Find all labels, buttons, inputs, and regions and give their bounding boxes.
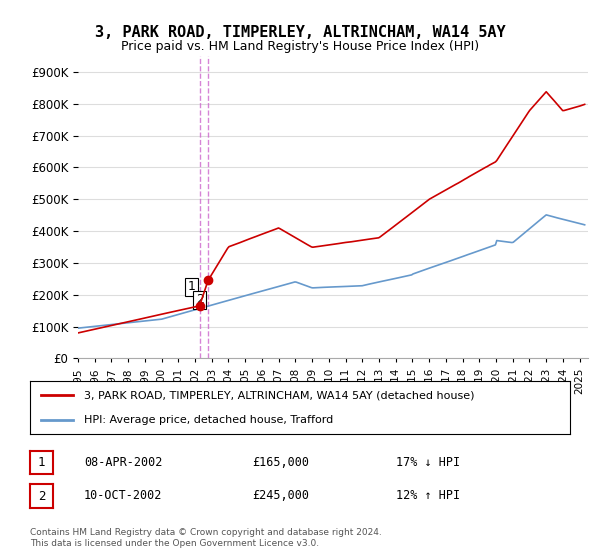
Text: 08-APR-2002: 08-APR-2002 [84, 455, 163, 469]
Text: This data is licensed under the Open Government Licence v3.0.: This data is licensed under the Open Gov… [30, 539, 319, 548]
Text: 2: 2 [196, 293, 203, 306]
Text: £165,000: £165,000 [252, 455, 309, 469]
Text: 1: 1 [38, 456, 45, 469]
Text: Price paid vs. HM Land Registry's House Price Index (HPI): Price paid vs. HM Land Registry's House … [121, 40, 479, 53]
Text: 10-OCT-2002: 10-OCT-2002 [84, 489, 163, 502]
Text: HPI: Average price, detached house, Trafford: HPI: Average price, detached house, Traf… [84, 414, 333, 424]
Text: 1: 1 [187, 280, 195, 293]
Text: 3, PARK ROAD, TIMPERLEY, ALTRINCHAM, WA14 5AY (detached house): 3, PARK ROAD, TIMPERLEY, ALTRINCHAM, WA1… [84, 390, 475, 400]
Text: 2: 2 [38, 489, 45, 503]
Text: 12% ↑ HPI: 12% ↑ HPI [396, 489, 460, 502]
Text: 17% ↓ HPI: 17% ↓ HPI [396, 455, 460, 469]
Text: 3, PARK ROAD, TIMPERLEY, ALTRINCHAM, WA14 5AY: 3, PARK ROAD, TIMPERLEY, ALTRINCHAM, WA1… [95, 25, 505, 40]
Text: Contains HM Land Registry data © Crown copyright and database right 2024.: Contains HM Land Registry data © Crown c… [30, 528, 382, 536]
Text: £245,000: £245,000 [252, 489, 309, 502]
